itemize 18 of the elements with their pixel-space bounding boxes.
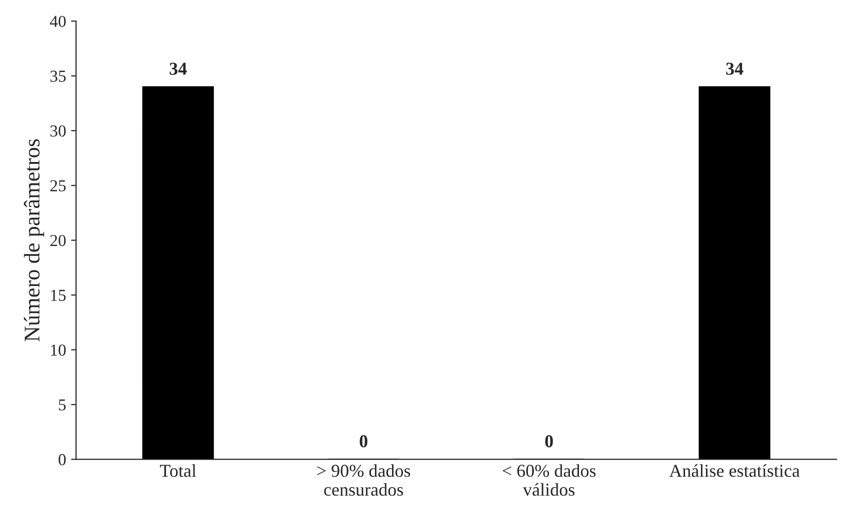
data-label: 0 <box>545 435 553 448</box>
y-tick-label: 5 <box>58 399 66 411</box>
x-tick-label: Total <box>160 464 196 477</box>
y-tick-label: 25 <box>50 180 66 192</box>
x-tick-label: Análise estatística <box>669 464 800 477</box>
y-tick-label: 35 <box>50 70 66 82</box>
y-tick-label: 0 <box>58 454 66 466</box>
x-tick-label: > 90% dados censurados <box>317 464 410 496</box>
y-tick-label: 30 <box>50 125 66 137</box>
data-label: 34 <box>170 62 187 75</box>
y-tick-label: 20 <box>50 234 66 246</box>
data-label: 34 <box>726 62 744 75</box>
y-tick-label: 40 <box>50 16 66 28</box>
x-tick-label: < 60% dados válidos <box>502 464 596 496</box>
y-tick-label: 10 <box>51 344 66 356</box>
y-tick-label: 15 <box>51 290 66 301</box>
data-label: 0 <box>360 435 368 448</box>
y-axis-title: Número de parâmetros <box>24 139 44 342</box>
